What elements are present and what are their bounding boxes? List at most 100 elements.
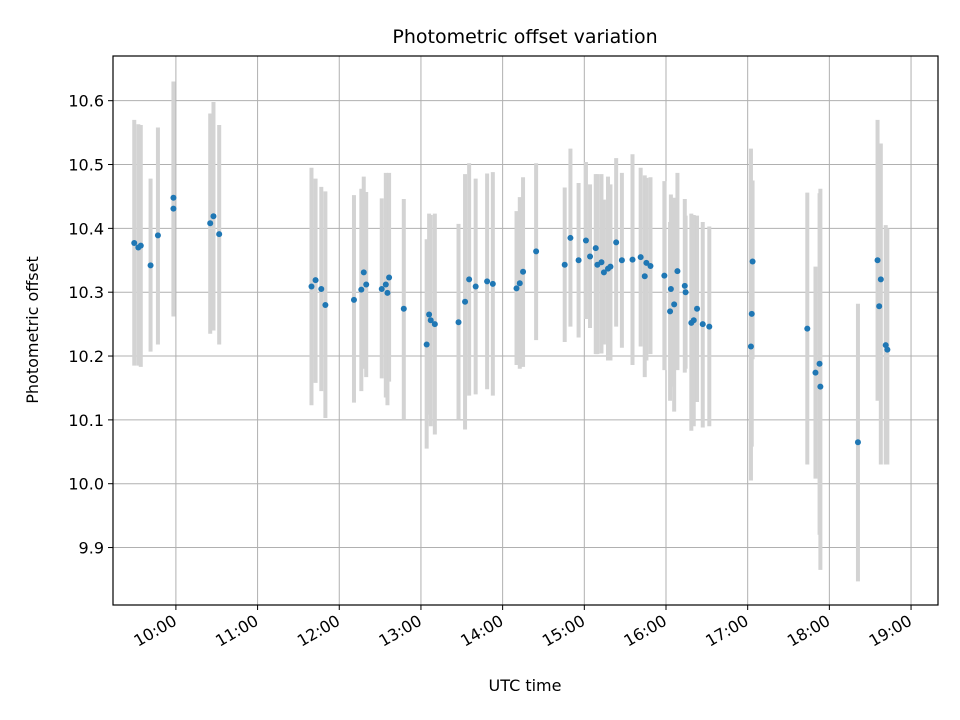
data-point bbox=[641, 273, 648, 280]
data-point bbox=[350, 296, 357, 303]
x-tick-label: 19:00 bbox=[866, 611, 915, 651]
data-point bbox=[749, 258, 756, 265]
data-point bbox=[812, 369, 819, 376]
gridlines bbox=[113, 56, 938, 605]
data-point bbox=[643, 259, 650, 266]
data-point bbox=[804, 325, 811, 332]
y-tick-label: 10.0 bbox=[68, 475, 104, 494]
data-point bbox=[592, 245, 599, 252]
data-point bbox=[423, 341, 430, 348]
data-point bbox=[613, 239, 620, 246]
data-point bbox=[561, 261, 568, 268]
data-point bbox=[582, 237, 589, 244]
data-point bbox=[699, 321, 706, 328]
data-point bbox=[661, 272, 668, 279]
x-axis-title: UTC time bbox=[489, 676, 562, 695]
x-tick-label: 15:00 bbox=[539, 611, 588, 651]
y-tick-label: 10.1 bbox=[68, 411, 104, 430]
plot-area-frame bbox=[112, 55, 939, 606]
data-point bbox=[629, 256, 636, 263]
data-point bbox=[667, 286, 674, 293]
data-point bbox=[426, 311, 433, 318]
data-point bbox=[466, 276, 473, 283]
data-points bbox=[131, 194, 891, 446]
data-point bbox=[681, 282, 688, 289]
data-point bbox=[513, 285, 520, 292]
data-point bbox=[533, 248, 540, 255]
data-point bbox=[154, 232, 161, 239]
data-point bbox=[876, 303, 883, 310]
x-tick-label: 16:00 bbox=[621, 611, 670, 651]
data-point bbox=[489, 280, 496, 287]
data-point bbox=[462, 298, 469, 305]
data-point bbox=[384, 289, 391, 296]
data-point bbox=[360, 269, 367, 276]
data-point bbox=[618, 257, 625, 264]
data-point bbox=[877, 276, 884, 283]
data-point bbox=[667, 308, 674, 315]
data-point bbox=[382, 281, 389, 288]
data-point bbox=[817, 383, 824, 390]
data-point bbox=[682, 289, 689, 296]
data-point bbox=[170, 194, 177, 201]
data-point bbox=[378, 286, 385, 293]
data-point bbox=[170, 205, 177, 212]
data-point bbox=[671, 301, 678, 308]
data-point bbox=[322, 301, 329, 308]
data-point bbox=[690, 317, 697, 324]
data-point bbox=[587, 253, 594, 260]
data-point bbox=[312, 277, 319, 284]
y-axis-ticks: 9.9 10.0 10.1 10.2 10.3 10.4 10.5 10.6 bbox=[68, 92, 113, 558]
data-point bbox=[210, 213, 217, 220]
x-tick-label: 11:00 bbox=[212, 611, 261, 651]
data-point bbox=[748, 310, 755, 317]
y-tick-label: 9.9 bbox=[79, 539, 104, 558]
data-point bbox=[706, 323, 713, 330]
x-tick-label: 10:00 bbox=[130, 611, 179, 651]
y-tick-label: 10.6 bbox=[68, 92, 104, 111]
data-point bbox=[358, 286, 365, 293]
data-point bbox=[207, 220, 214, 227]
y-tick-label: 10.5 bbox=[68, 156, 104, 175]
x-tick-label: 12:00 bbox=[294, 611, 343, 651]
data-point bbox=[598, 259, 605, 266]
data-point bbox=[363, 281, 370, 288]
data-point bbox=[816, 360, 823, 367]
y-tick-label: 10.4 bbox=[68, 219, 104, 238]
data-point bbox=[386, 274, 393, 281]
y-tick-label: 10.2 bbox=[68, 347, 104, 366]
chart-title: Photometric offset variation bbox=[392, 26, 657, 48]
y-axis-title: Photometric offset bbox=[23, 256, 42, 404]
data-point bbox=[607, 263, 614, 270]
data-point bbox=[472, 283, 479, 290]
data-point bbox=[318, 286, 325, 293]
data-point bbox=[520, 268, 527, 275]
x-tick-label: 14:00 bbox=[457, 611, 506, 651]
data-point bbox=[637, 254, 644, 261]
data-point bbox=[647, 263, 654, 270]
error-bars bbox=[132, 81, 890, 582]
data-point bbox=[427, 317, 434, 324]
data-point bbox=[431, 321, 438, 328]
data-point bbox=[600, 269, 607, 276]
data-point bbox=[484, 278, 491, 285]
x-tick-label: 13:00 bbox=[376, 611, 425, 651]
data-point bbox=[854, 439, 861, 446]
data-point bbox=[694, 305, 701, 312]
data-point bbox=[147, 262, 154, 269]
data-point bbox=[874, 257, 881, 264]
data-point bbox=[455, 319, 462, 326]
data-point bbox=[137, 242, 144, 249]
data-point bbox=[308, 283, 315, 290]
data-point bbox=[674, 268, 681, 275]
data-point bbox=[400, 305, 407, 312]
data-point bbox=[131, 240, 138, 247]
x-tick-label: 18:00 bbox=[784, 611, 833, 651]
data-point bbox=[747, 343, 754, 350]
data-point bbox=[567, 234, 574, 241]
x-tick-label: 17:00 bbox=[702, 611, 751, 651]
data-point bbox=[216, 231, 223, 238]
data-point bbox=[575, 257, 582, 264]
y-tick-label: 10.3 bbox=[68, 283, 104, 302]
